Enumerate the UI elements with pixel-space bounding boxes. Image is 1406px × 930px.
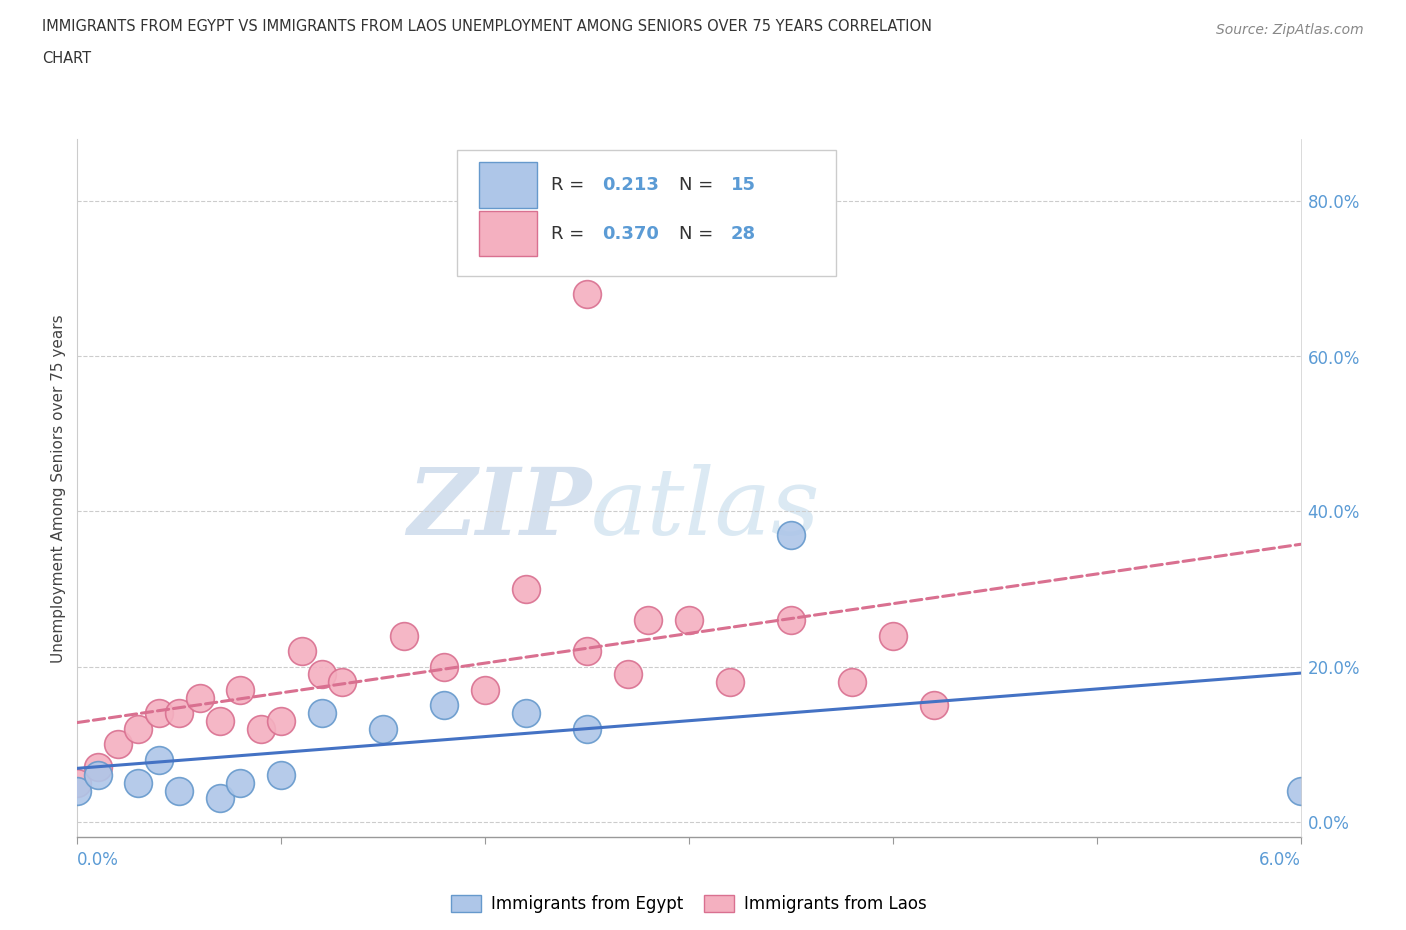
Text: 15: 15 [731,176,755,193]
Text: atlas: atlas [591,464,821,554]
Text: 28: 28 [731,225,755,243]
Point [148,752,170,767]
Point [780,613,803,628]
Point [576,644,599,658]
Point [250,721,273,736]
Text: R =: R = [551,176,589,193]
Point [1289,783,1312,798]
Point [392,628,415,643]
Text: ZIP: ZIP [406,464,591,554]
Point [373,721,395,736]
Point [433,698,456,712]
Point [617,667,640,682]
Point [311,706,333,721]
Point [128,721,150,736]
FancyBboxPatch shape [457,150,835,275]
Point [678,613,700,628]
Text: CHART: CHART [42,51,91,66]
Point [66,776,89,790]
Point [922,698,945,712]
Point [66,783,89,798]
Point [229,683,252,698]
Text: R =: R = [551,225,589,243]
Point [515,581,537,596]
Point [270,713,292,728]
Point [291,644,314,658]
Y-axis label: Unemployment Among Seniors over 75 years: Unemployment Among Seniors over 75 years [51,314,66,662]
Point [515,706,537,721]
Text: 6.0%: 6.0% [1258,851,1301,869]
Point [841,674,863,689]
Point [780,527,803,542]
Point [128,776,150,790]
Point [332,674,354,689]
Point [209,790,232,805]
Point [270,767,292,782]
Point [148,706,170,721]
Point [107,737,129,751]
Point [188,690,211,705]
Point [718,674,741,689]
Text: 0.370: 0.370 [602,225,659,243]
Text: 0.213: 0.213 [602,176,659,193]
Point [229,776,252,790]
Legend: Immigrants from Egypt, Immigrants from Laos: Immigrants from Egypt, Immigrants from L… [444,888,934,920]
Point [433,659,456,674]
Text: N =: N = [679,225,718,243]
Text: IMMIGRANTS FROM EGYPT VS IMMIGRANTS FROM LAOS UNEMPLOYMENT AMONG SENIORS OVER 75: IMMIGRANTS FROM EGYPT VS IMMIGRANTS FROM… [42,19,932,33]
Point [169,783,191,798]
Point [87,767,110,782]
Point [882,628,904,643]
Point [311,667,333,682]
Point [209,713,232,728]
Point [576,287,599,302]
Point [474,683,496,698]
Point [87,760,110,775]
Point [637,613,659,628]
FancyBboxPatch shape [478,211,537,257]
Text: N =: N = [679,176,718,193]
Text: 0.0%: 0.0% [77,851,120,869]
FancyBboxPatch shape [478,162,537,207]
Point [169,706,191,721]
Point [576,721,599,736]
Text: Source: ZipAtlas.com: Source: ZipAtlas.com [1216,23,1364,37]
